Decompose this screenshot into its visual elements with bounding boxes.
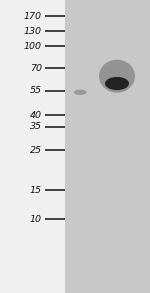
Text: 100: 100 (24, 42, 42, 51)
Text: 40: 40 (30, 111, 42, 120)
Text: 130: 130 (24, 27, 42, 36)
Text: 170: 170 (24, 12, 42, 21)
Text: 35: 35 (30, 122, 42, 131)
Bar (0, 0, 65, 293)
Text: 10: 10 (30, 215, 42, 224)
Ellipse shape (105, 77, 129, 90)
Text: 15: 15 (30, 186, 42, 195)
Ellipse shape (99, 60, 135, 93)
Text: 70: 70 (30, 64, 42, 73)
Text: 25: 25 (30, 146, 42, 155)
Text: 55: 55 (30, 86, 42, 95)
Bar (65, 0, 150, 293)
Ellipse shape (74, 90, 87, 95)
